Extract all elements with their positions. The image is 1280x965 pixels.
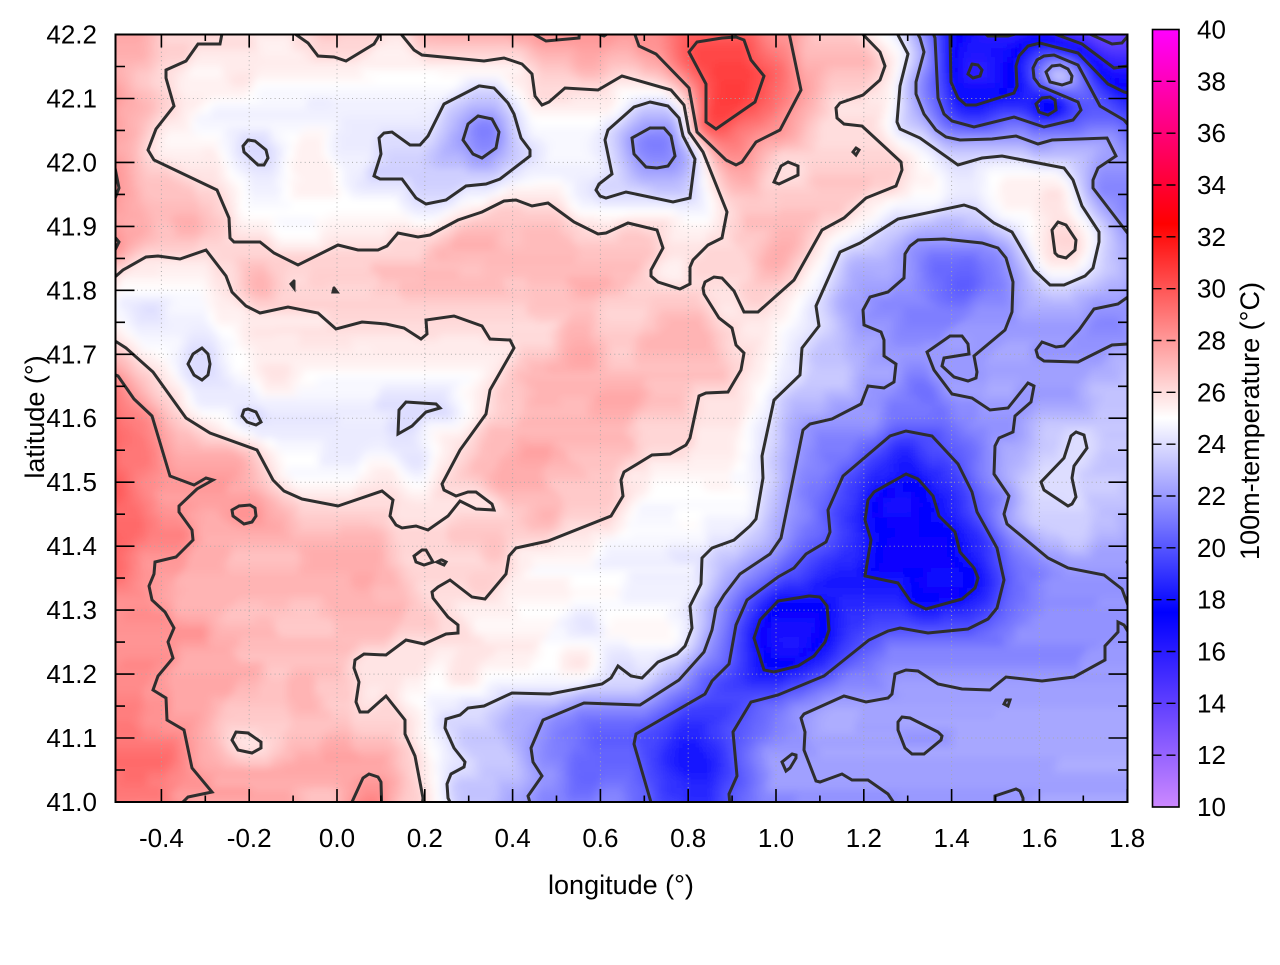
svg-text:0.8: 0.8 (670, 823, 706, 853)
svg-text:-0.2: -0.2 (227, 823, 272, 853)
svg-text:16: 16 (1197, 637, 1226, 667)
svg-text:12: 12 (1197, 740, 1226, 770)
svg-text:41.2: 41.2 (46, 659, 97, 689)
svg-text:41.1: 41.1 (46, 723, 97, 753)
svg-text:42.2: 42.2 (46, 20, 97, 50)
svg-text:41.9: 41.9 (46, 211, 97, 241)
svg-text:-0.4: -0.4 (139, 823, 184, 853)
svg-text:30: 30 (1197, 274, 1226, 304)
svg-text:24: 24 (1197, 429, 1226, 459)
svg-text:42.0: 42.0 (46, 147, 97, 177)
svg-text:0.6: 0.6 (582, 823, 618, 853)
svg-text:22: 22 (1197, 481, 1226, 511)
svg-text:20: 20 (1197, 533, 1226, 563)
svg-text:longitude (°): longitude (°) (548, 870, 694, 900)
svg-text:34: 34 (1197, 170, 1226, 200)
svg-text:14: 14 (1197, 688, 1226, 718)
svg-text:1.2: 1.2 (846, 823, 882, 853)
svg-text:41.8: 41.8 (46, 275, 97, 305)
svg-text:0.0: 0.0 (319, 823, 355, 853)
svg-text:40: 40 (1197, 15, 1226, 45)
svg-text:36: 36 (1197, 118, 1226, 148)
svg-text:18: 18 (1197, 585, 1226, 615)
svg-text:41.3: 41.3 (46, 595, 97, 625)
svg-text:41.4: 41.4 (46, 531, 97, 561)
svg-text:0.4: 0.4 (495, 823, 531, 853)
svg-text:32: 32 (1197, 222, 1226, 252)
svg-text:1.6: 1.6 (1021, 823, 1057, 853)
svg-text:42.1: 42.1 (46, 84, 97, 114)
svg-text:28: 28 (1197, 326, 1226, 356)
svg-text:41.0: 41.0 (46, 787, 97, 817)
svg-text:0.2: 0.2 (407, 823, 443, 853)
svg-text:100m-temperature (°C): 100m-temperature (°C) (1235, 282, 1265, 560)
svg-text:10: 10 (1197, 792, 1226, 822)
svg-text:41.7: 41.7 (46, 339, 97, 369)
svg-text:1.0: 1.0 (758, 823, 794, 853)
svg-text:38: 38 (1197, 66, 1226, 96)
svg-text:26: 26 (1197, 377, 1226, 407)
svg-text:latitude (°): latitude (°) (20, 355, 50, 478)
svg-text:1.8: 1.8 (1109, 823, 1145, 853)
svg-text:41.5: 41.5 (46, 467, 97, 497)
svg-text:1.4: 1.4 (934, 823, 970, 853)
svg-text:41.6: 41.6 (46, 403, 97, 433)
